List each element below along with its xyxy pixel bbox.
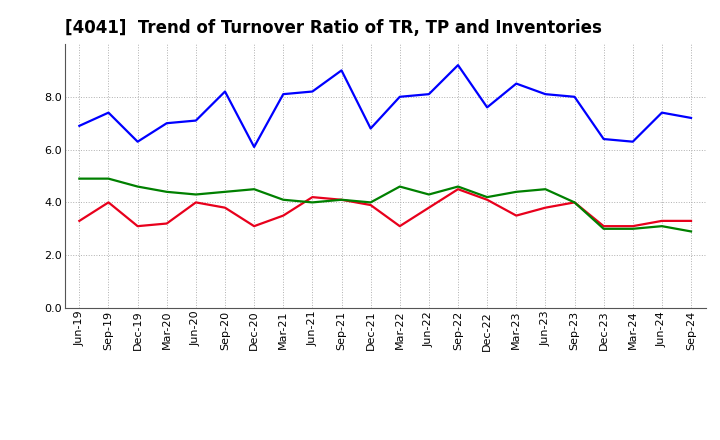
Trade Payables [163,121,171,126]
Inventories [657,224,666,229]
Inventories [629,226,637,231]
Trade Receivables [75,218,84,224]
Trade Payables [599,136,608,142]
Inventories [250,187,258,192]
Inventories [366,200,375,205]
Trade Receivables [687,218,696,224]
Trade Receivables [192,200,200,205]
Trade Payables [687,115,696,121]
Trade Payables [483,105,492,110]
Trade Receivables [133,224,142,229]
Inventories [220,189,229,194]
Trade Receivables [483,197,492,202]
Inventories [192,192,200,197]
Text: [4041]  Trend of Turnover Ratio of TR, TP and Inventories: [4041] Trend of Turnover Ratio of TR, TP… [65,19,602,37]
Trade Receivables [425,205,433,210]
Inventories [570,200,579,205]
Inventories [599,226,608,231]
Inventories [337,197,346,202]
Trade Receivables [279,213,287,218]
Trade Receivables [629,224,637,229]
Trade Payables [104,110,113,115]
Trade Receivables [395,224,404,229]
Inventories [541,187,550,192]
Trade Receivables [337,197,346,202]
Trade Receivables [308,194,317,200]
Trade Payables [395,94,404,99]
Trade Payables [220,89,229,94]
Inventories [163,189,171,194]
Inventories [104,176,113,181]
Inventories [512,189,521,194]
Inventories [279,197,287,202]
Trade Payables [425,92,433,97]
Trade Receivables [454,187,462,192]
Inventories [395,184,404,189]
Inventories [425,192,433,197]
Trade Payables [629,139,637,144]
Inventories [308,200,317,205]
Trade Payables [308,89,317,94]
Trade Receivables [570,200,579,205]
Inventories [687,229,696,234]
Trade Payables [454,62,462,68]
Trade Payables [337,68,346,73]
Inventories [483,194,492,200]
Trade Payables [570,94,579,99]
Trade Payables [279,92,287,97]
Inventories [454,184,462,189]
Line: Inventories: Inventories [79,179,691,231]
Trade Receivables [366,202,375,208]
Line: Trade Receivables: Trade Receivables [79,189,691,226]
Line: Trade Payables: Trade Payables [79,65,691,147]
Trade Receivables [104,200,113,205]
Trade Receivables [512,213,521,218]
Inventories [133,184,142,189]
Trade Payables [366,126,375,131]
Trade Payables [657,110,666,115]
Inventories [75,176,84,181]
Trade Payables [250,144,258,150]
Trade Receivables [599,224,608,229]
Trade Payables [133,139,142,144]
Trade Receivables [250,224,258,229]
Trade Payables [541,92,550,97]
Trade Receivables [541,205,550,210]
Trade Payables [192,118,200,123]
Trade Receivables [657,218,666,224]
Trade Receivables [163,221,171,226]
Trade Payables [75,123,84,128]
Trade Receivables [220,205,229,210]
Trade Payables [512,81,521,86]
